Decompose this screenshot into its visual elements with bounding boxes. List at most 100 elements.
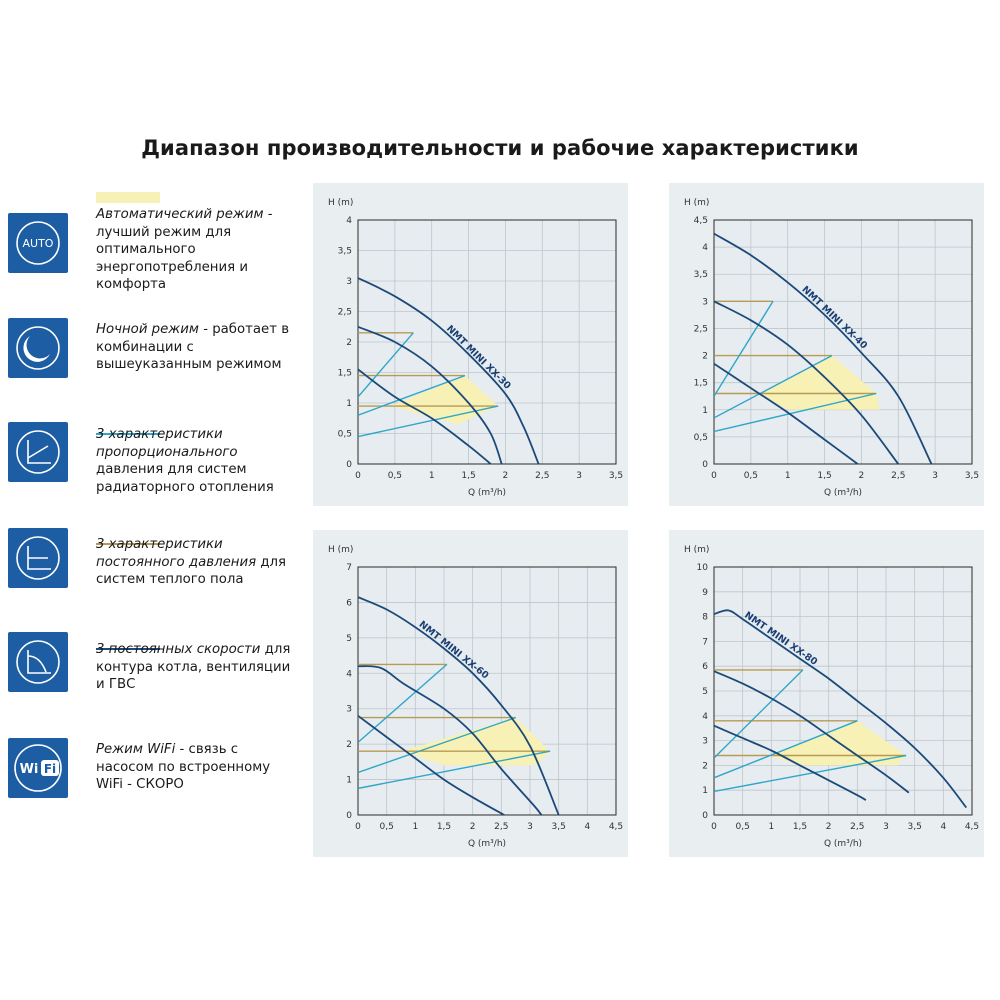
- legend-text-2: Ночной режим - работает в комбинации с в…: [96, 321, 296, 374]
- plot-area: [358, 567, 616, 815]
- chart-panel-xx80: 0 0,5 1 1,5 2 2,5 3 3,5 4 4,5 0 1 2 3 4 5 6 7 8 9 10 Q (m³/h)…: [669, 530, 984, 857]
- chart-panel-xx40: 0 0,5 1 1,5 2 2,5 3 3,5 0 0,5 1 1,5 2 2,5 3 3,5 4 4,5 Q (m…: [669, 183, 984, 506]
- x-tick-label: 1,5: [461, 471, 475, 481]
- wifi-icon-text-right: Fi: [44, 762, 56, 776]
- chart-xx40: 0 0,5 1 1,5 2 2,5 3 3,5 0 0,5 1 1,5 2 2,5 3 3,5 4 4,5 Q (m…: [684, 198, 979, 498]
- constant-speed-curve-3: [358, 368, 492, 464]
- proportional-pressure-line-1: [358, 663, 448, 743]
- wifi-icon-text-left: Wi: [20, 762, 39, 777]
- y-tick-label: 0: [346, 460, 352, 470]
- x-tick-label: 2: [859, 471, 865, 481]
- y-tick-label: 4: [346, 216, 352, 226]
- auto-mode-area: [401, 717, 551, 766]
- y-tick-label: 3,5: [338, 247, 352, 257]
- x-axis-label: Q (m³/h): [824, 488, 862, 498]
- x-tick-label: 1: [429, 471, 435, 481]
- y-tick-label: 7: [346, 563, 352, 573]
- y-tick-label: 0,5: [338, 430, 352, 440]
- legend-emphasis: 3 характеристики пропорционального: [96, 427, 238, 460]
- constant-speed-curve-2: [714, 300, 900, 464]
- y-tick-label: 0,5: [694, 433, 708, 443]
- y-tick-label: 2: [702, 761, 708, 771]
- legend-emphasis: Режим WiFi: [96, 742, 176, 757]
- y-tick-label: 3: [702, 737, 708, 747]
- x-tick-label: 2,5: [535, 471, 549, 481]
- y-tick-label: 1,5: [338, 369, 352, 379]
- x-tick-label: 1: [768, 822, 774, 832]
- legend-swatch-cyan: [96, 433, 160, 435]
- plot-frame: [357, 219, 617, 465]
- x-tick-label: 3: [932, 471, 938, 481]
- plot-area: [714, 220, 972, 464]
- legend-text-4: 3 характеристики постоянного давления дл…: [96, 536, 296, 589]
- y-tick-label: 3: [346, 277, 352, 287]
- x-tick-label: 3,5: [552, 822, 566, 832]
- legend-emphasis: Автоматический режим: [96, 207, 264, 222]
- y-tick-label: 6: [346, 598, 352, 608]
- legend-description: - работает в комбинации с вышеуказанным …: [96, 322, 290, 372]
- auto-mode-area: [768, 720, 907, 766]
- x-tick-label: 0: [355, 822, 361, 832]
- x-axis-label: Q (m³/h): [468, 488, 506, 498]
- proportional-pressure-line-2: [358, 716, 516, 774]
- constant-speed-curve-3: [714, 362, 859, 464]
- plot-frame: [713, 566, 973, 816]
- x-tick-label: 3,5: [908, 822, 922, 832]
- constant-pressure-icon: [8, 528, 68, 588]
- chart-xx80: 0 0,5 1 1,5 2 2,5 3 3,5 4 4,5 0 1 2 3 4 5 6 7 8 9 10 Q (m³/h)…: [684, 545, 979, 849]
- x-tick-label: 2,5: [494, 822, 508, 832]
- y-tick-label: 3: [702, 297, 708, 307]
- y-tick-label: 10: [697, 563, 709, 573]
- constant-speed-curve-1: [358, 596, 560, 815]
- legend-text-1: Автоматический режим - лучший режим для …: [96, 206, 296, 294]
- proportional-pressure-line-1: [714, 300, 774, 397]
- constant-speed-curve-3: [714, 724, 867, 801]
- constant-speed-curve-2: [714, 670, 910, 794]
- y-tick-label: 4: [346, 669, 352, 679]
- y-axis-label: H (m): [684, 198, 709, 208]
- x-tick-label: 3,5: [965, 471, 979, 481]
- wifi-icon: Wi Fi: [8, 738, 68, 798]
- x-tick-label: 0,5: [744, 471, 758, 481]
- x-tick-label: 4,5: [965, 822, 979, 832]
- legend-description: давления для систем радиаторного отоплен…: [96, 462, 274, 495]
- auto-icon-text: AUTO: [23, 237, 54, 250]
- x-tick-label: 1: [785, 471, 791, 481]
- y-tick-label: 2,5: [694, 324, 708, 334]
- auto-mode-area: [758, 355, 880, 410]
- x-tick-label: 0: [711, 471, 717, 481]
- constant-speed-curve-1: [358, 277, 540, 464]
- x-tick-label: 3: [576, 471, 582, 481]
- page-title: Диапазон производительности и рабочие ха…: [141, 136, 859, 160]
- legend-description: - лучший режим для оптимального энергопо…: [96, 207, 273, 292]
- x-tick-label: 0: [711, 822, 717, 832]
- proportional-pressure-line-3: [714, 392, 877, 433]
- y-tick-label: 4,5: [694, 216, 708, 226]
- x-tick-label: 1,5: [793, 822, 807, 832]
- legend-emphasis: 3 постоянных скорости: [96, 642, 261, 657]
- y-tick-label: 5: [346, 634, 352, 644]
- plot-frame: [357, 566, 617, 816]
- y-tick-label: 5: [702, 687, 708, 697]
- legend-emphasis: Ночной режим: [96, 322, 199, 337]
- x-tick-label: 4: [940, 822, 946, 832]
- constant-speed-curve-2: [358, 665, 543, 815]
- x-tick-label: 0,5: [736, 822, 750, 832]
- chart-xx60: 0 0,5 1 1,5 2 2,5 3 3,5 4 4,5 0 1 2 3 4 5 6 7 Q (m³/h) H (m…: [328, 545, 623, 849]
- legend-description: для систем теплого пола: [96, 554, 287, 588]
- x-tick-label: 2,5: [850, 822, 864, 832]
- legend-emphasis: 3 характеристики постоянного давления: [96, 537, 257, 570]
- chart-xx30: 0 0,5 1 1,5 2 2,5 3 3,5 0 0,5 1 1,5 2 2,5 3 3,5 4 Q (m³/h…: [328, 198, 623, 498]
- y-tick-label: 1: [702, 406, 708, 416]
- y-tick-label: 2: [346, 338, 352, 348]
- proportional-pressure-icon: [8, 422, 68, 482]
- y-axis-label: H (m): [684, 545, 709, 555]
- y-tick-label: 7: [702, 637, 708, 647]
- proportional-pressure-line-3: [714, 754, 907, 793]
- y-axis-label: H (m): [328, 545, 353, 555]
- x-tick-label: 2: [826, 822, 832, 832]
- x-tick-label: 0: [355, 471, 361, 481]
- chart-panel-xx30: 0 0,5 1 1,5 2 2,5 3 3,5 0 0,5 1 1,5 2 2,5 3 3,5 4 Q (m³/h…: [313, 183, 628, 506]
- x-tick-label: 1,5: [817, 471, 831, 481]
- x-tick-label: 3: [527, 822, 533, 832]
